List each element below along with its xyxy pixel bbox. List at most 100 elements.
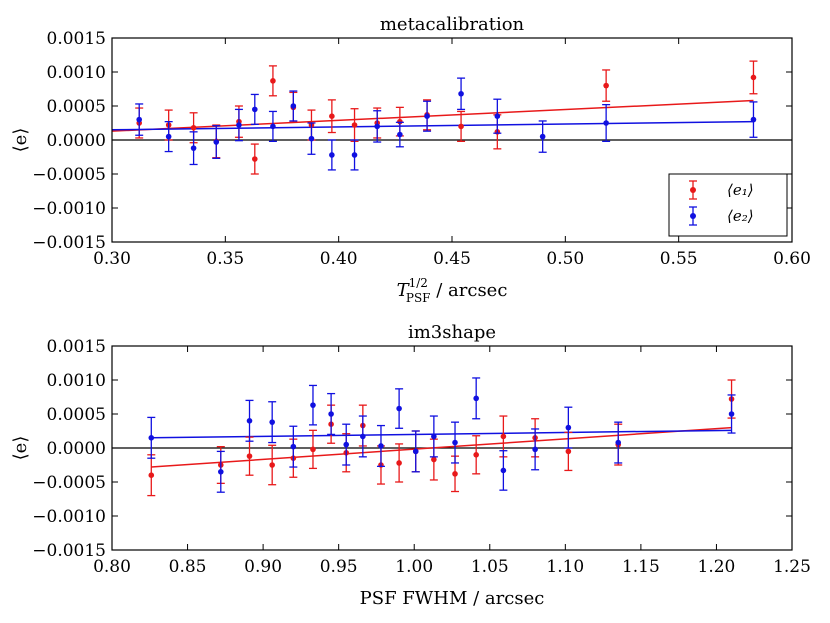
data-point-e2 — [493, 98, 502, 134]
point-marker — [190, 124, 197, 131]
data-point-e2 — [350, 139, 359, 171]
x-tick-label: 1.00 — [395, 557, 433, 577]
x-label-main: T — [397, 280, 411, 301]
panel-title: metacalibration — [380, 14, 525, 35]
data-point-e2 — [727, 394, 736, 434]
point-marker — [270, 78, 276, 84]
data-point-e2 — [245, 399, 254, 442]
point-marker — [539, 133, 546, 140]
point-marker — [431, 433, 437, 440]
point-marker — [500, 433, 507, 440]
data-point-e2 — [451, 421, 460, 464]
point-marker — [473, 452, 479, 458]
y-tick-label: 0.0010 — [47, 371, 106, 391]
point-marker — [412, 448, 419, 455]
point-marker — [218, 469, 224, 475]
data-point-e2 — [308, 384, 317, 426]
point-marker — [343, 441, 350, 448]
data-point-e2 — [268, 401, 277, 444]
y-tick-label: 0.0015 — [47, 29, 106, 49]
x-axis-label: PSF FWHM / arcsec — [360, 588, 545, 609]
legend-e1-marker — [690, 187, 696, 193]
data-point-e1 — [602, 69, 611, 102]
data-point-e1 — [327, 99, 336, 134]
x-tick-label: 1.05 — [471, 557, 509, 577]
x-tick-label: 0.60 — [773, 249, 811, 269]
data-point-e1 — [350, 108, 359, 143]
point-marker — [615, 439, 622, 446]
data-point-e2 — [395, 121, 404, 148]
point-marker — [396, 405, 402, 412]
data-point-e2 — [602, 103, 611, 143]
point-marker — [458, 123, 464, 130]
data-point-e2 — [614, 421, 623, 464]
x-label-sup: 1/2 — [409, 276, 428, 290]
point-marker — [750, 74, 757, 81]
data-point-e2 — [234, 108, 243, 142]
data-point-e2 — [327, 392, 336, 436]
x-tick-label: 0.50 — [546, 249, 584, 269]
point-marker — [565, 448, 572, 455]
point-marker — [329, 152, 335, 158]
x-tick-label: 0.35 — [206, 249, 244, 269]
data-point-e2 — [499, 450, 508, 491]
data-point-e2 — [289, 425, 298, 468]
point-marker — [532, 446, 538, 453]
point-marker — [397, 118, 403, 125]
x-tick-label: 0.85 — [169, 557, 207, 577]
data-point-e2 — [135, 103, 144, 136]
x-axis-label: T1/2 PSF / arcsec — [397, 276, 508, 305]
point-marker — [728, 411, 735, 417]
point-marker — [329, 113, 335, 119]
data-point-e2 — [327, 139, 336, 171]
point-marker — [473, 395, 479, 402]
data-point-e1 — [308, 429, 317, 470]
data-point-e2 — [268, 110, 277, 143]
y-axis-label: ⟨e⟩ — [10, 128, 31, 153]
fit-line-e1 — [151, 426, 732, 468]
legend-box — [668, 173, 788, 237]
point-marker — [360, 433, 366, 440]
legend-e2-label: ⟨e₂⟩ — [727, 207, 754, 225]
data-point-e1 — [147, 454, 156, 497]
point-marker — [378, 443, 384, 449]
point-marker — [310, 446, 316, 453]
point-marker — [236, 122, 242, 128]
y-tick-label: 0.0015 — [47, 337, 106, 357]
x-label-suffix: / arcsec — [431, 280, 508, 301]
x-tick-label: 1.10 — [546, 557, 584, 577]
y-tick-label: 0.0005 — [47, 405, 106, 425]
x-tick-label: 0.30 — [93, 249, 131, 269]
data-point-e1 — [472, 435, 481, 475]
data-point-e1 — [749, 60, 758, 95]
point-marker — [290, 443, 297, 450]
point-marker — [269, 419, 275, 425]
y-tick-label: 0.0000 — [47, 131, 106, 151]
data-point-e2 — [395, 388, 404, 429]
point-marker — [750, 116, 757, 123]
x-tick-label: 1.25 — [773, 557, 811, 577]
x-tick-label: 0.90 — [244, 557, 282, 577]
data-point-e2 — [429, 415, 438, 458]
point-marker — [270, 123, 276, 130]
point-marker — [565, 424, 572, 431]
point-marker — [148, 472, 155, 479]
point-marker — [252, 156, 258, 162]
y-tick-label: −0.0015 — [32, 541, 106, 561]
metacalibration-panel: metacalibration −0.0015 −0.0010 −0.0005 0.0… — [10, 14, 811, 305]
data-point-e2 — [147, 416, 156, 459]
point-marker — [190, 145, 197, 151]
y-tick-label: −0.0010 — [32, 199, 106, 219]
point-marker — [494, 113, 501, 119]
point-marker — [452, 439, 458, 446]
point-marker — [310, 402, 316, 408]
data-point-e2 — [250, 93, 259, 126]
point-marker — [374, 123, 381, 130]
point-marker — [252, 106, 258, 113]
point-marker — [308, 135, 315, 142]
point-marker — [213, 139, 220, 145]
point-marker — [165, 133, 172, 140]
im3shape-panel: im3shape −0.0015 −0.0010 −0.0005 0.0000 0.00… — [10, 322, 811, 609]
x-tick-label: 0.45 — [433, 249, 471, 269]
data-point-e2 — [411, 430, 420, 473]
